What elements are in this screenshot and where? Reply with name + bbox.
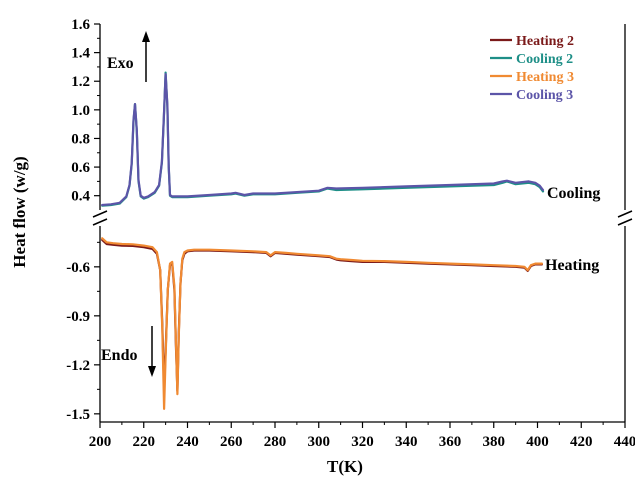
legend-label: Cooling 3 [516, 88, 573, 103]
axes: 200 220 240 260 280 300 320 340 360 380 400 420 440 0… [66, 17, 635, 450]
x-tick-label: 360 [439, 434, 462, 450]
x-tick-label: 220 [133, 434, 156, 450]
series-layer [101, 71, 545, 410]
y-tick-label-lower: -0.6 [66, 260, 90, 276]
annotation-arrows [142, 31, 156, 377]
legend: Heating 2 Cooling 2 Heating 3 Cooling 3 [490, 34, 574, 103]
x-tick-label: 260 [220, 434, 243, 450]
x-tick-label: 440 [614, 434, 635, 450]
y-tick-label-upper: 1.6 [71, 17, 90, 33]
series-line-cooling-3 [101, 72, 545, 207]
endo-label: Endo [101, 347, 137, 364]
x-tick-label: 300 [308, 434, 331, 450]
exo-label: Exo [107, 55, 134, 72]
axis-break-mark [92, 218, 108, 226]
x-tick-label: 320 [351, 434, 374, 450]
x-tick-label: 380 [483, 434, 506, 450]
y-tick-label-upper: 1.4 [71, 46, 90, 62]
y-tick-label-lower: -1.5 [66, 407, 90, 423]
y-tick-label-upper: 0.4 [71, 189, 90, 205]
x-tick-label: 200 [89, 434, 112, 450]
series-line-heating-3 [101, 237, 544, 410]
legend-label: Cooling 2 [516, 52, 573, 67]
cooling-label: Cooling [547, 185, 600, 202]
y-tick-label-lower: -1.2 [66, 358, 90, 374]
y-tick-label-lower: -0.9 [66, 309, 90, 325]
axis-break-mark [617, 218, 633, 226]
y-tick-label-upper: 0.6 [71, 160, 90, 176]
y-tick-label-upper: 1.0 [71, 103, 90, 119]
heating-label: Heating [545, 257, 599, 274]
series-line-heating-2 [101, 238, 544, 393]
labels: T(K) Heat flow (w/g) Cooling Heating Exo… [10, 55, 600, 476]
axis-break-mark [617, 210, 633, 218]
exo-arrow-head [142, 31, 150, 42]
legend-label: Heating 3 [516, 70, 574, 85]
x-tick-label: 240 [176, 434, 199, 450]
axis-break-mark [92, 210, 108, 218]
x-tick-label: 280 [264, 434, 287, 450]
legend-label: Heating 2 [516, 34, 574, 49]
y-axis-title: Heat flow (w/g) [10, 156, 29, 267]
x-tick-label: 420 [570, 434, 593, 450]
y-tick-label-upper: 0.8 [71, 131, 90, 147]
y-tick-label-upper: 1.2 [71, 74, 90, 90]
x-axis-title: T(K) [327, 457, 363, 476]
x-tick-label: 340 [395, 434, 418, 450]
endo-arrow-head [148, 366, 156, 377]
x-tick-label: 400 [526, 434, 549, 450]
